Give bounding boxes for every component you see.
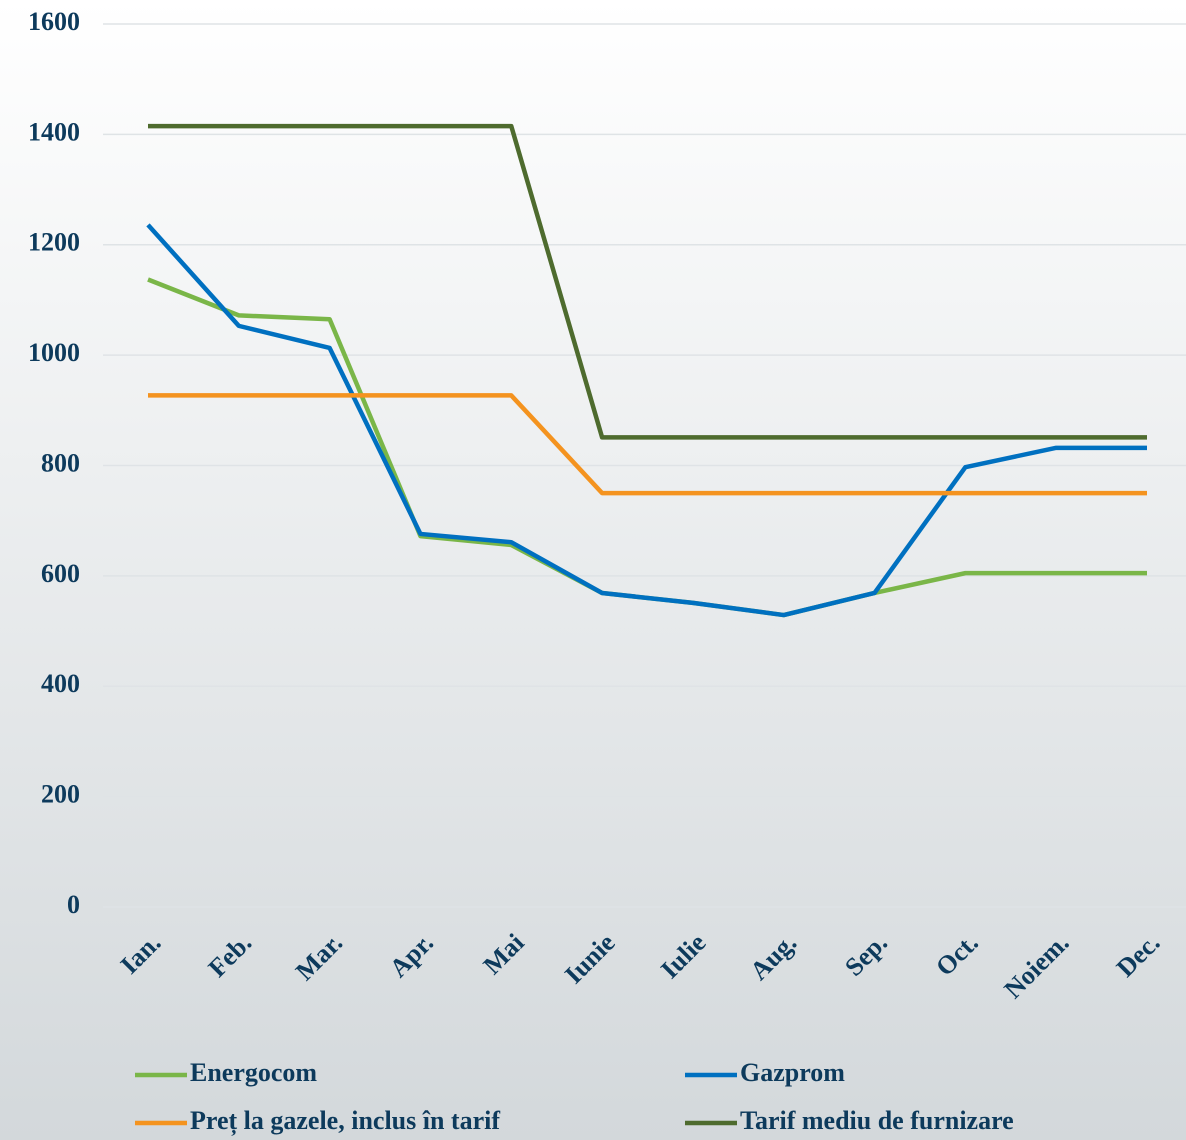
y-tick-label: 600	[41, 559, 80, 588]
y-tick-label: 1400	[28, 117, 80, 146]
y-tick-label: 200	[41, 780, 80, 809]
y-tick-label: 1200	[28, 228, 80, 257]
y-tick-label: 800	[41, 448, 80, 477]
legend-label: Gazprom	[740, 1058, 845, 1087]
legend-label: Preț la gazele, inclus în tarif	[190, 1106, 500, 1136]
y-tick-label: 0	[67, 890, 80, 919]
series-line	[148, 123, 1147, 440]
y-tick-label: 1600	[28, 7, 80, 36]
legend-label: Tarif mediu de furnizare	[740, 1106, 1014, 1135]
series-line	[146, 223, 1147, 618]
legend-label: Energocom	[190, 1058, 317, 1087]
y-tick-label: 1000	[28, 338, 80, 367]
y-tick-label: 400	[41, 669, 80, 698]
series-line	[148, 393, 1147, 496]
